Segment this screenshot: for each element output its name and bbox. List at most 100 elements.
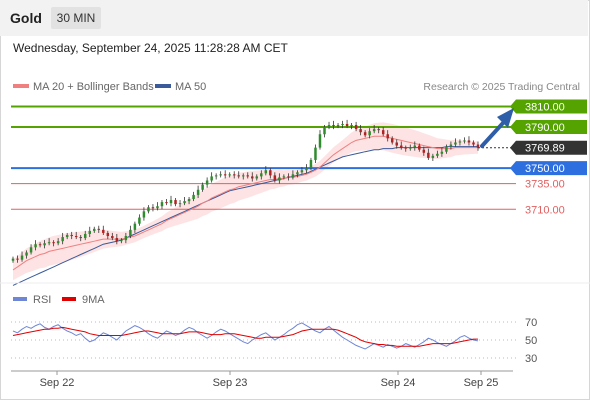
candle	[296, 170, 299, 178]
candle	[65, 232, 69, 240]
candle	[129, 225, 132, 239]
candle	[47, 238, 51, 246]
bollinger-band-fill	[13, 122, 478, 281]
datetime-label: Wednesday, September 24, 2025 11:28:28 A…	[13, 41, 288, 55]
level-badge-3750.00	[510, 161, 587, 176]
candle	[88, 226, 91, 238]
level-badge-3790.00	[510, 120, 587, 135]
candle	[156, 202, 159, 211]
rsi-tick-50: 50	[525, 335, 537, 347]
level-labels: 3810.00 3790.00 3769.89 3750.00 3735.00 3710.…	[510, 99, 587, 216]
candle	[219, 171, 222, 178]
candle	[138, 214, 141, 226]
candle	[363, 130, 367, 138]
candle	[318, 130, 322, 150]
level-badge-3810.00	[510, 99, 587, 114]
rsi-tick-labels: 70 50 30	[525, 317, 537, 365]
candle	[440, 147, 444, 157]
candle	[214, 173, 218, 180]
candle	[359, 125, 362, 136]
candle	[449, 141, 453, 150]
candle	[476, 141, 480, 151]
candle	[264, 166, 268, 176]
rsi-lines	[12, 322, 479, 350]
candle	[160, 200, 164, 210]
rsi-ma-polyline	[12, 326, 478, 347]
candle	[251, 172, 254, 182]
level-label-3810.00: 3810.00	[525, 102, 565, 114]
candle	[458, 139, 462, 146]
candle	[260, 170, 263, 180]
candle	[395, 139, 398, 149]
candle	[390, 136, 394, 145]
candle	[192, 191, 195, 202]
candles	[11, 119, 480, 263]
candle	[332, 120, 335, 130]
candle	[124, 232, 128, 244]
x-tick-label: Sep 25	[464, 377, 499, 389]
candle	[178, 200, 182, 208]
bollinger-band	[13, 122, 478, 281]
candle	[120, 238, 123, 244]
candle	[314, 144, 317, 164]
candle	[79, 234, 82, 242]
ma20-legend-swatch	[13, 84, 29, 88]
rsi-ma-legend-label: 9MA	[82, 294, 105, 306]
candle	[242, 173, 245, 180]
candle	[74, 231, 78, 240]
research-credit: Research © 2025 Trading Central	[423, 81, 580, 93]
candle	[336, 122, 340, 129]
candle	[246, 172, 249, 179]
candle	[11, 256, 15, 263]
candle	[34, 240, 37, 251]
rsi-legend-label: RSI	[33, 294, 51, 306]
candle	[52, 240, 55, 247]
candle	[345, 119, 349, 129]
x-tick-label: Sep 22	[40, 377, 75, 389]
candle	[83, 230, 87, 241]
x-tick-label: Sep 24	[381, 377, 416, 389]
candle	[174, 197, 177, 207]
x-tick-label: Sep 23	[213, 377, 248, 389]
candle	[427, 148, 430, 160]
ma20-line	[12, 135, 478, 271]
rsi-ma-legend-swatch	[62, 297, 76, 301]
candle	[472, 140, 475, 147]
candle	[196, 185, 200, 198]
candle	[151, 204, 155, 212]
candle	[327, 121, 331, 130]
candle	[169, 195, 173, 207]
candle	[291, 170, 295, 180]
candle	[70, 231, 73, 240]
candle	[115, 233, 119, 245]
candle	[269, 168, 272, 179]
candle	[133, 221, 137, 233]
rsi-legend-swatch	[13, 297, 27, 301]
candle	[413, 141, 417, 151]
candle	[205, 177, 209, 188]
candle	[102, 225, 105, 235]
level-label-3735.00: 3735.00	[525, 179, 565, 191]
candle	[29, 244, 33, 255]
candle	[16, 255, 19, 263]
ma20-polyline	[12, 135, 478, 271]
candle	[61, 232, 64, 245]
candle	[354, 121, 358, 132]
candle	[232, 171, 236, 179]
level-label-3710.00: 3710.00	[525, 204, 565, 216]
candle	[20, 251, 24, 262]
candle	[454, 138, 457, 147]
candle	[300, 167, 304, 175]
level-label-3769.89: 3769.89	[525, 143, 565, 155]
candle	[183, 196, 186, 206]
candle	[386, 130, 389, 142]
candle	[350, 122, 353, 130]
timeframe-button[interactable]: 30 MIN	[51, 7, 101, 29]
candle	[377, 127, 380, 134]
candle	[368, 128, 371, 139]
candle	[309, 157, 313, 171]
forecast-arrow	[480, 108, 514, 148]
candle	[165, 199, 168, 206]
candle	[273, 172, 277, 183]
